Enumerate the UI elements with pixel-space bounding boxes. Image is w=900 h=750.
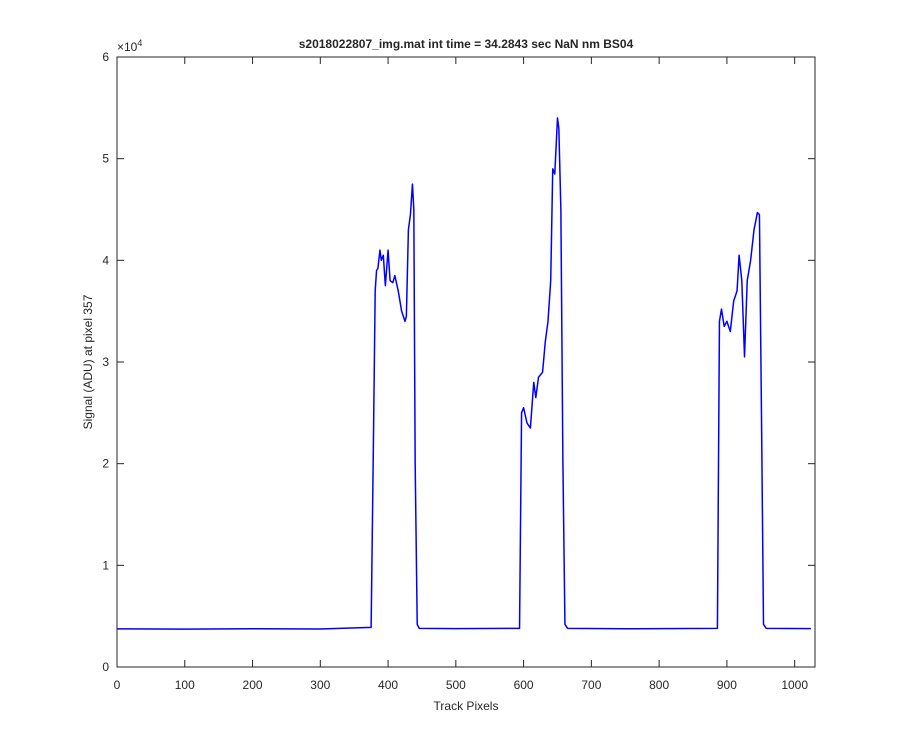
- x-tick-label: 200: [243, 678, 263, 692]
- x-tick-label: 100: [175, 678, 195, 692]
- y-multiplier-exponent: 4: [137, 38, 142, 48]
- x-tick-label: 0: [114, 678, 121, 692]
- y-tick-label: 2: [102, 457, 109, 471]
- plot-frame: [116, 56, 816, 668]
- y-axis-label: Signal (ADU) at pixel 357: [81, 294, 95, 429]
- x-tick-label: 700: [581, 678, 601, 692]
- y-tick-label: 3: [102, 355, 109, 369]
- x-tick-label: 500: [446, 678, 466, 692]
- x-tick-label: 300: [310, 678, 330, 692]
- x-tick-label: 800: [649, 678, 669, 692]
- y-multiplier: ×104: [117, 38, 142, 54]
- y-tick-label: 1: [102, 558, 109, 572]
- y-tick-label: 5: [102, 152, 109, 166]
- data-line: [116, 117, 811, 630]
- y-tick-label: 4: [102, 253, 109, 267]
- x-tick-label: 400: [378, 678, 398, 692]
- x-axis-label: Track Pixels: [434, 699, 499, 713]
- x-tick-label: 900: [717, 678, 737, 692]
- chart-title: s2018022807_img.mat int time = 34.2843 s…: [299, 37, 634, 51]
- y-tick-label: 0: [102, 660, 109, 674]
- y-tick-label: 6: [102, 50, 109, 64]
- x-tick-label: 1000: [781, 678, 808, 692]
- x-tick-label: 600: [514, 678, 534, 692]
- y-multiplier-base: ×10: [117, 40, 138, 54]
